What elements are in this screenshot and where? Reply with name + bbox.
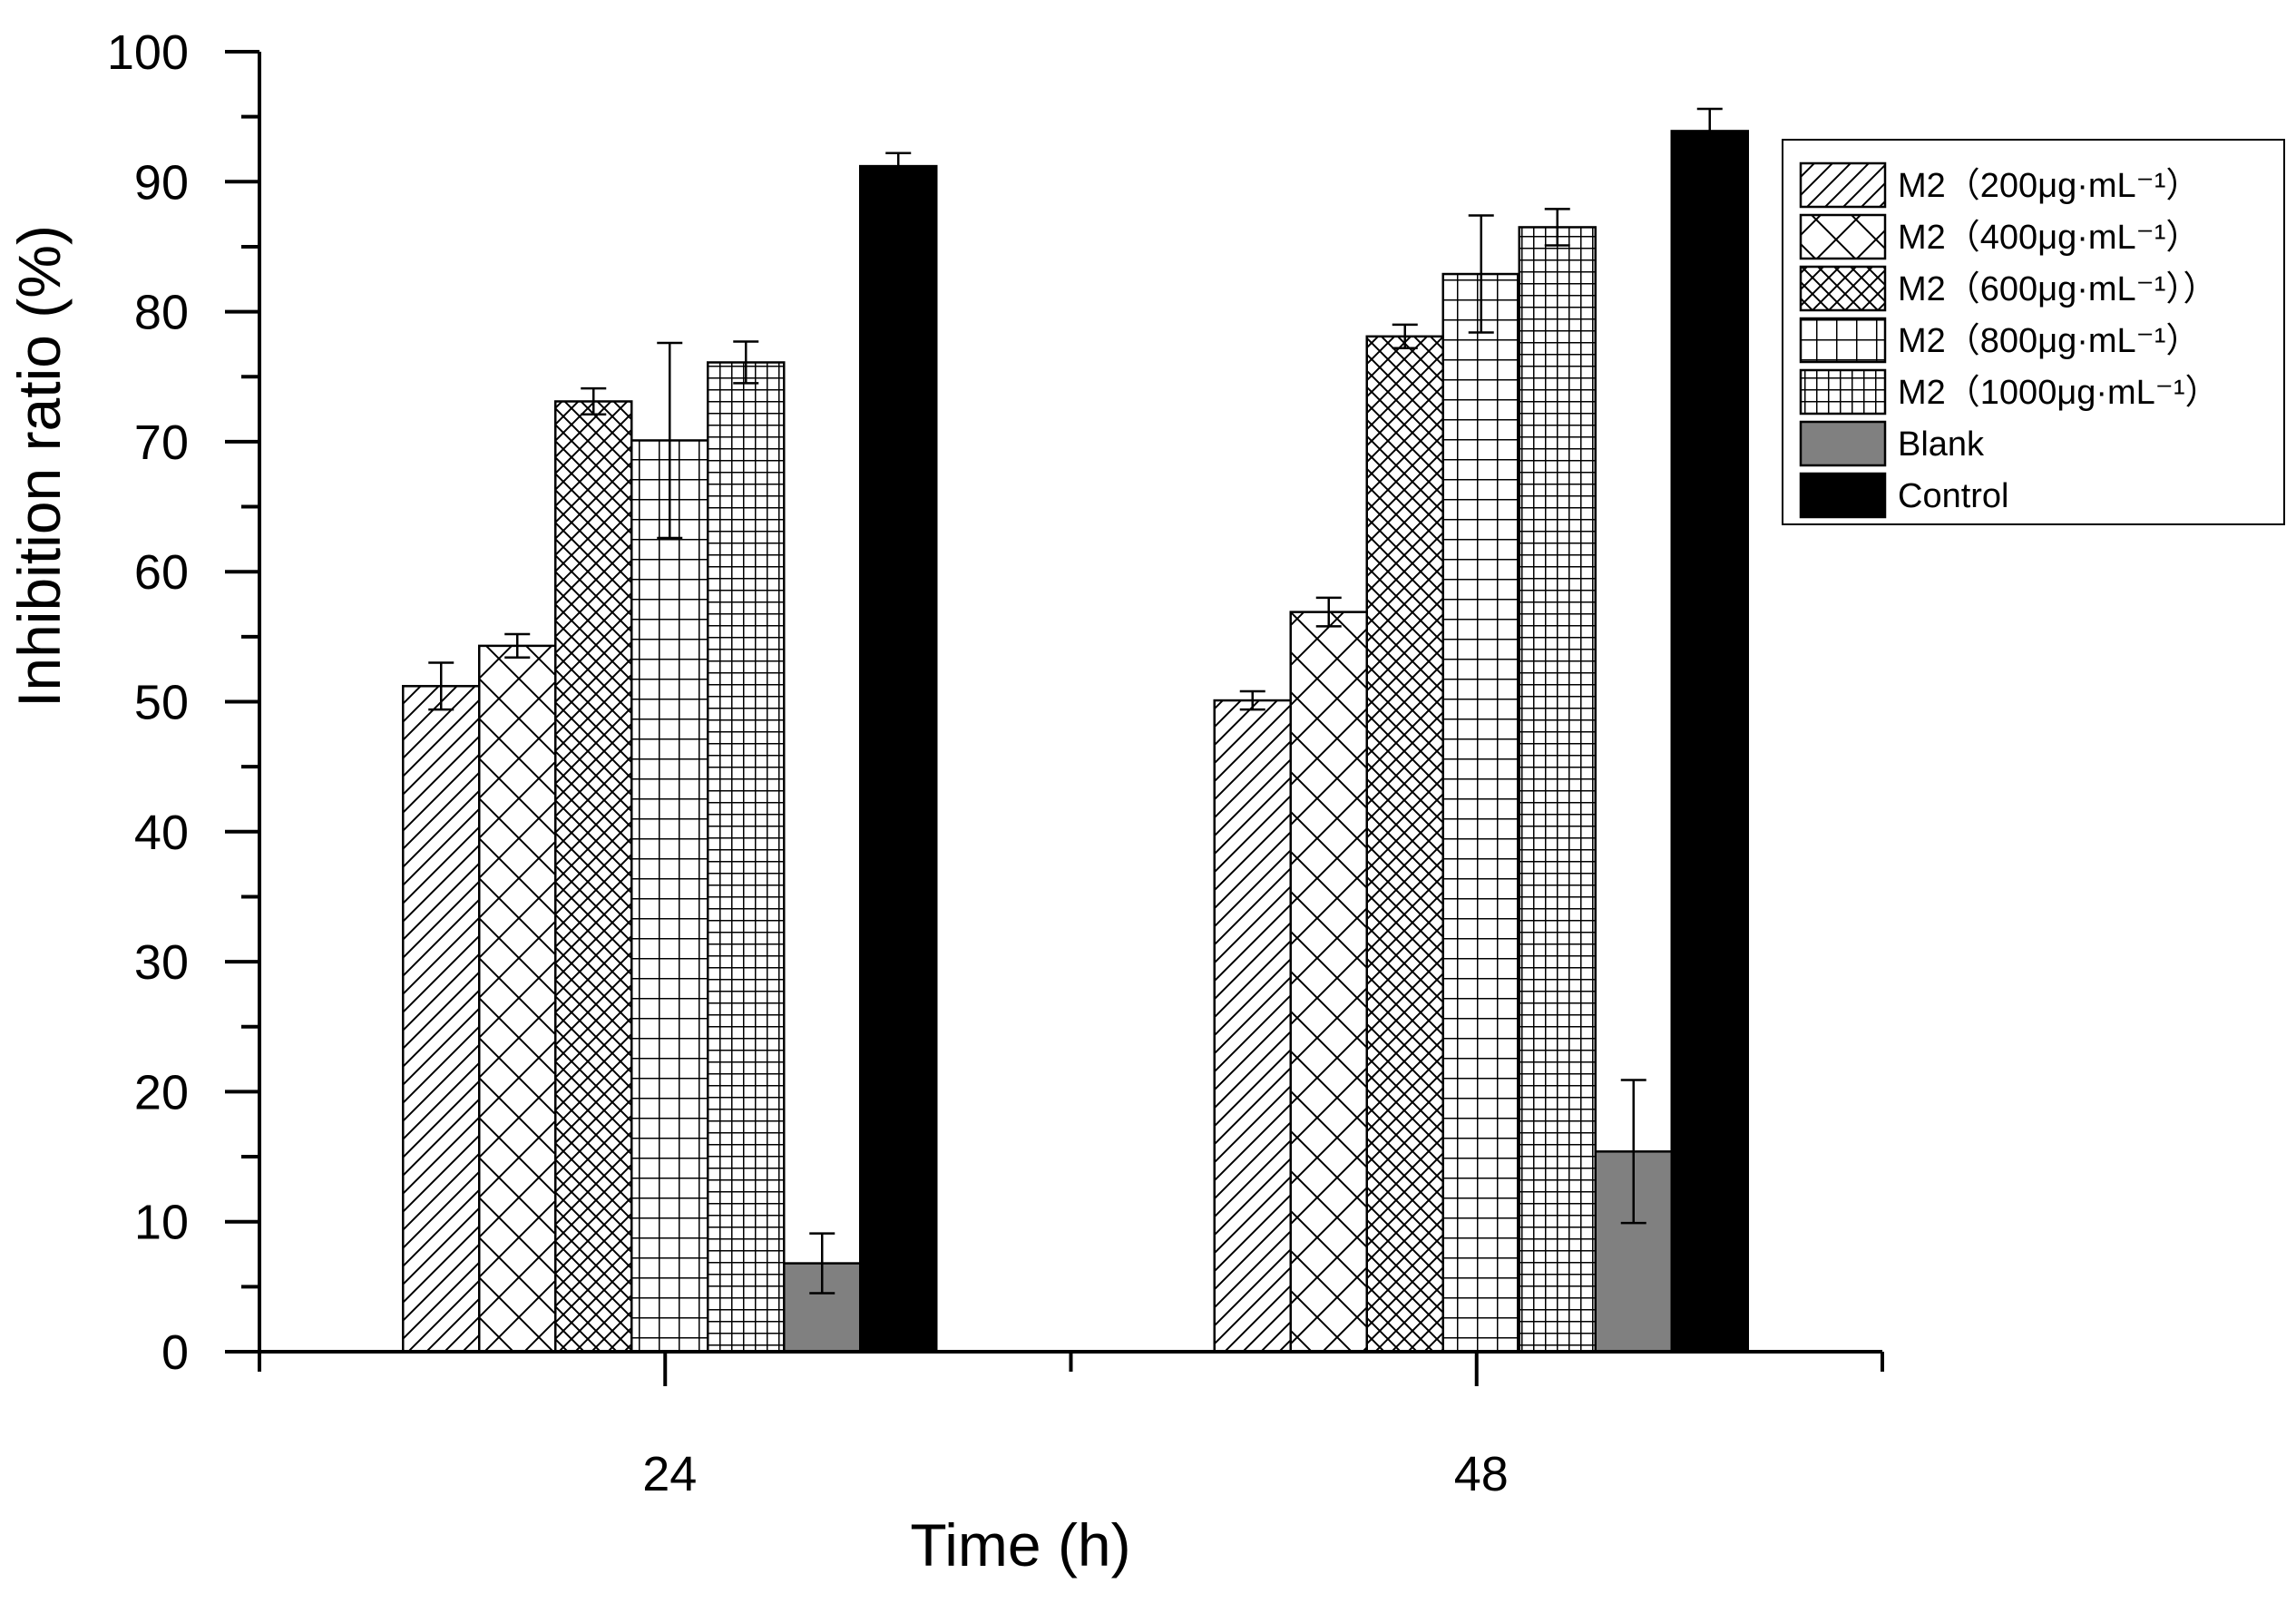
legend-label: M2（800μg·mL⁻¹）: [1898, 322, 2200, 360]
legend-label: M2（200μg·mL⁻¹）: [1898, 167, 2200, 205]
bar: [707, 361, 786, 1354]
bar: [1365, 335, 1444, 1354]
y-axis: 0 10 20 30 40 50 60 70 80 90 100: [107, 25, 261, 1380]
bar: [1289, 611, 1368, 1354]
y-tick-label: 40: [134, 806, 189, 860]
legend-swatch: [1799, 368, 1887, 415]
legend-swatch: [1799, 472, 1887, 519]
y-tick-label: 70: [134, 415, 189, 470]
legend-label: Control: [1898, 477, 2009, 515]
x-axis: 24 48: [258, 1350, 1884, 1501]
bar: [478, 644, 557, 1354]
y-tick-label: 30: [134, 935, 189, 990]
bar: [1441, 272, 1520, 1354]
y-tick-label: 10: [134, 1196, 189, 1250]
legend-swatch: [1799, 213, 1887, 260]
legend-swatch: [1799, 161, 1887, 209]
legend: M2（200μg·mL⁻¹） M2（400μg·mL⁻¹） M2（600μg·mL⁻…: [1782, 139, 2285, 525]
legend-swatch: [1799, 265, 1887, 312]
x-tick-label: 24: [642, 1447, 697, 1501]
y-tick-label: 90: [134, 155, 189, 210]
y-tick-label: 80: [134, 286, 189, 340]
bar: [1518, 226, 1597, 1354]
bar: [402, 685, 481, 1354]
bar: [1213, 699, 1292, 1354]
x-tick-label: 48: [1454, 1447, 1509, 1501]
legend-label: M2（1000μg·mL⁻¹）: [1898, 374, 2220, 412]
legend-swatch: [1799, 420, 1887, 467]
y-tick-label: 50: [134, 676, 189, 730]
y-tick-label: 100: [107, 25, 189, 80]
legend-swatch: [1799, 317, 1887, 364]
bar: [630, 439, 709, 1354]
legend-label: M2（400μg·mL⁻¹）: [1898, 219, 2200, 257]
bar: [1670, 130, 1749, 1354]
legend-label: Blank: [1898, 425, 1985, 464]
plot-area: [402, 107, 1749, 1354]
y-tick-label: 20: [134, 1065, 189, 1119]
y-axis-title: Inhibition ratio (%): [5, 225, 73, 708]
bar: [859, 164, 938, 1354]
bar: [554, 400, 633, 1354]
x-axis-title: Time (h): [910, 1511, 1130, 1579]
y-tick-label: 60: [134, 545, 189, 600]
y-tick-label: 0: [161, 1325, 189, 1380]
legend-label: M2（600μg·mL⁻¹））: [1898, 270, 2217, 308]
